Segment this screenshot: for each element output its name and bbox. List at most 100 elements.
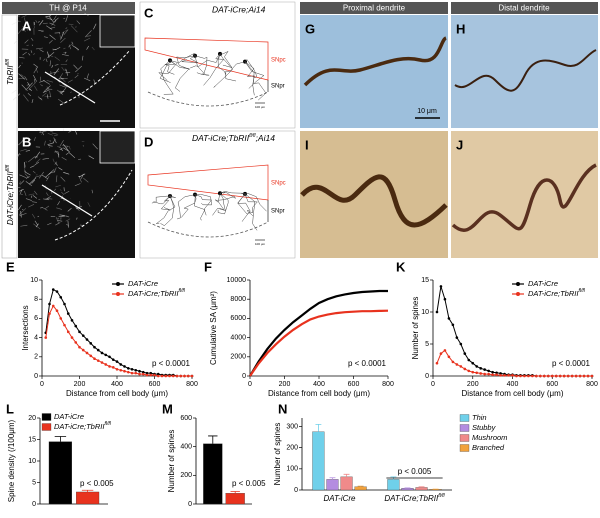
texture	[68, 44, 72, 50]
texture	[51, 22, 55, 26]
bar	[354, 486, 367, 491]
texture	[55, 184, 61, 188]
texture	[74, 183, 81, 187]
point	[111, 358, 115, 361]
y-axis-label: Number of spines	[167, 430, 176, 493]
bar	[312, 431, 325, 491]
texture	[84, 12, 89, 17]
panel-letter: B	[22, 134, 31, 149]
texture	[20, 224, 28, 227]
texture	[36, 47, 43, 50]
point	[503, 374, 506, 377]
x-tick-label: 800	[186, 381, 198, 388]
point	[130, 367, 134, 371]
x-axis-label: Distance from cell body (μm)	[462, 389, 564, 398]
error-bar	[329, 477, 336, 480]
texture	[53, 15, 57, 21]
texture	[24, 39, 29, 44]
point	[66, 330, 70, 334]
bar	[340, 476, 353, 491]
y-tick-label: 6000	[230, 315, 246, 322]
texture	[19, 181, 21, 185]
point	[463, 367, 467, 371]
texture	[11, 88, 19, 94]
label-tail: ;Ai14	[256, 133, 276, 143]
region-label: SNpc	[271, 58, 286, 64]
texture	[13, 186, 21, 189]
panel-letter: E	[6, 259, 15, 274]
texture	[33, 53, 35, 55]
bar	[48, 441, 72, 505]
texture	[24, 171, 31, 176]
legend-label: Thin	[472, 413, 487, 422]
texture	[32, 170, 36, 174]
texture	[67, 208, 72, 212]
legend-swatch	[459, 414, 470, 422]
texture	[54, 19, 57, 23]
point	[543, 374, 546, 378]
point	[89, 342, 93, 345]
texture	[28, 156, 35, 163]
neurite	[219, 50, 233, 69]
legend-label: DAT-iCre	[528, 279, 558, 288]
y-tick-label: 200	[180, 472, 192, 479]
texture	[93, 79, 96, 84]
point	[145, 373, 149, 377]
texture	[91, 189, 94, 194]
texture	[45, 171, 52, 178]
annotation: p < 0.0001	[152, 359, 191, 368]
point	[491, 370, 494, 374]
texture	[41, 29, 44, 33]
y-tick-label: 4000	[230, 334, 246, 341]
legend-swatch	[459, 444, 470, 452]
texture	[57, 151, 60, 158]
arrow	[41, 184, 93, 217]
texture	[83, 177, 89, 183]
point	[164, 374, 168, 378]
texture	[60, 148, 64, 151]
point	[507, 374, 510, 377]
texture	[44, 205, 50, 209]
y-tick-label: 8000	[230, 296, 246, 303]
point	[562, 374, 566, 378]
texture	[49, 72, 56, 75]
texture	[18, 64, 21, 68]
neurite	[244, 59, 258, 79]
y-tick-label: 2000	[230, 354, 246, 361]
point	[115, 360, 119, 363]
texture	[30, 165, 35, 168]
point	[499, 374, 502, 377]
y-tick-label: 4	[34, 334, 38, 341]
texture	[65, 152, 69, 155]
texture	[45, 58, 48, 63]
y-tick-label: 0	[32, 501, 36, 508]
texture	[26, 82, 33, 90]
point	[550, 374, 554, 378]
texture	[61, 66, 65, 72]
y-tick-label: 15	[28, 436, 36, 443]
neurite	[190, 53, 221, 69]
legend-marker	[116, 292, 120, 296]
texture	[62, 145, 69, 147]
y-axis-label: Number of spines	[411, 297, 420, 360]
point	[55, 290, 59, 293]
neurite	[203, 53, 225, 86]
series-line	[436, 349, 592, 377]
texture	[60, 37, 66, 43]
error-bar	[208, 435, 218, 444]
neurite	[244, 193, 258, 214]
y-axis-label: Spine density (/100μm)	[7, 419, 16, 502]
point	[119, 363, 123, 366]
legend-label: DAT-iCre;TbRIIfl/fl	[128, 288, 186, 298]
texture	[77, 72, 79, 75]
y-tick-label: 20	[28, 415, 36, 422]
texture	[49, 140, 51, 142]
neurite	[153, 194, 172, 205]
boundary	[147, 221, 269, 238]
texture	[51, 65, 54, 68]
texture	[63, 47, 66, 50]
texture	[86, 73, 89, 79]
texture	[79, 173, 86, 178]
texture	[24, 190, 27, 196]
point	[130, 371, 134, 375]
